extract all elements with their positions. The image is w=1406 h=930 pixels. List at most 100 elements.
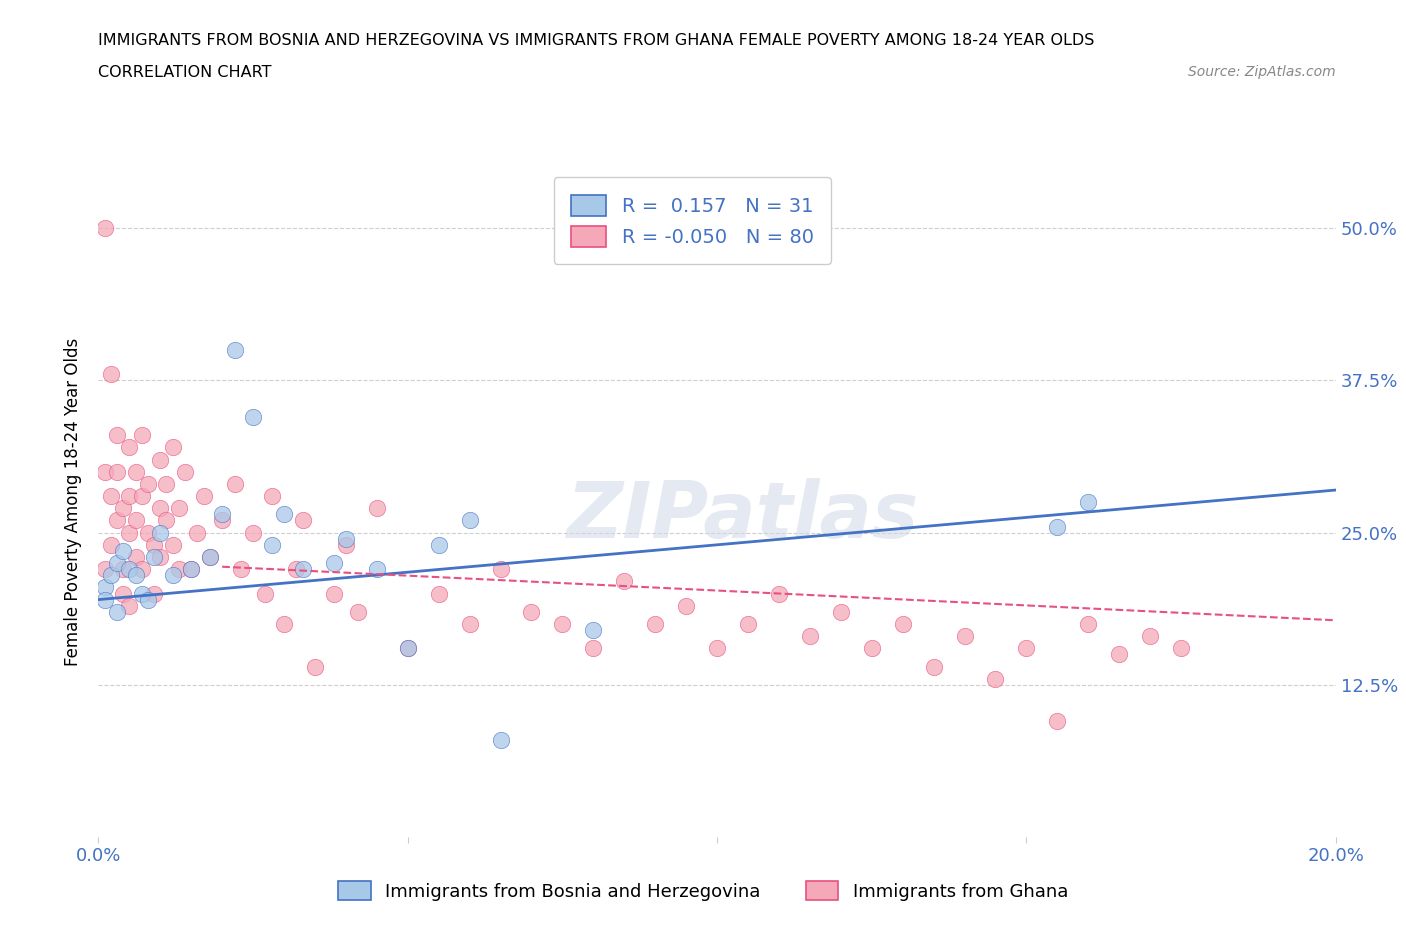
Point xyxy=(112,586,135,601)
Point xyxy=(155,513,177,528)
Point xyxy=(768,586,790,601)
Point xyxy=(100,488,122,503)
Point xyxy=(1108,647,1130,662)
Point xyxy=(613,574,636,589)
Point xyxy=(143,550,166,565)
Point xyxy=(1046,519,1069,534)
Point xyxy=(118,562,141,577)
Point xyxy=(984,671,1007,686)
Point xyxy=(167,501,190,516)
Point xyxy=(242,409,264,424)
Point xyxy=(186,525,208,540)
Point xyxy=(830,604,852,619)
Point xyxy=(224,476,246,491)
Point xyxy=(520,604,543,619)
Point xyxy=(489,562,512,577)
Point xyxy=(737,617,759,631)
Point xyxy=(582,622,605,637)
Point xyxy=(105,513,128,528)
Point xyxy=(1077,617,1099,631)
Point xyxy=(582,641,605,656)
Point xyxy=(124,464,146,479)
Point xyxy=(366,501,388,516)
Point xyxy=(136,592,159,607)
Point xyxy=(93,592,115,607)
Point xyxy=(347,604,370,619)
Point xyxy=(180,562,202,577)
Point xyxy=(366,562,388,577)
Point xyxy=(891,617,914,631)
Point xyxy=(162,568,184,583)
Point xyxy=(198,550,221,565)
Point xyxy=(93,562,115,577)
Point xyxy=(149,525,172,540)
Point xyxy=(458,513,481,528)
Point xyxy=(105,464,128,479)
Text: ZIPatlas: ZIPatlas xyxy=(565,478,918,553)
Text: IMMIGRANTS FROM BOSNIA AND HERZEGOVINA VS IMMIGRANTS FROM GHANA FEMALE POVERTY A: IMMIGRANTS FROM BOSNIA AND HERZEGOVINA V… xyxy=(98,33,1095,47)
Point xyxy=(180,562,202,577)
Point xyxy=(143,586,166,601)
Point xyxy=(291,562,314,577)
Point xyxy=(254,586,277,601)
Point xyxy=(174,464,197,479)
Point xyxy=(1077,495,1099,510)
Point xyxy=(162,538,184,552)
Point xyxy=(260,488,283,503)
Point xyxy=(427,586,450,601)
Point xyxy=(706,641,728,656)
Point xyxy=(100,367,122,382)
Point xyxy=(93,580,115,595)
Point xyxy=(285,562,308,577)
Point xyxy=(124,550,146,565)
Point xyxy=(93,220,115,235)
Point xyxy=(489,732,512,747)
Point xyxy=(322,586,344,601)
Point xyxy=(131,488,153,503)
Point xyxy=(131,562,153,577)
Point xyxy=(143,538,166,552)
Point xyxy=(229,562,252,577)
Point xyxy=(211,513,233,528)
Point xyxy=(224,342,246,357)
Point xyxy=(124,513,146,528)
Point xyxy=(118,440,141,455)
Point xyxy=(1046,714,1069,729)
Point xyxy=(149,501,172,516)
Point xyxy=(105,555,128,570)
Point xyxy=(860,641,883,656)
Point xyxy=(198,550,221,565)
Point xyxy=(100,568,122,583)
Point xyxy=(162,440,184,455)
Point xyxy=(1139,629,1161,644)
Point xyxy=(335,538,357,552)
Point xyxy=(112,562,135,577)
Legend: R =  0.157   N = 31, R = -0.050   N = 80: R = 0.157 N = 31, R = -0.050 N = 80 xyxy=(554,177,831,264)
Point xyxy=(155,476,177,491)
Point xyxy=(644,617,666,631)
Point xyxy=(273,617,295,631)
Point xyxy=(322,555,344,570)
Point xyxy=(953,629,976,644)
Point xyxy=(396,641,419,656)
Point xyxy=(118,488,141,503)
Point xyxy=(118,525,141,540)
Point xyxy=(105,604,128,619)
Point xyxy=(427,538,450,552)
Point xyxy=(118,598,141,613)
Point xyxy=(112,501,135,516)
Point xyxy=(193,488,215,503)
Point xyxy=(105,428,128,443)
Point xyxy=(273,507,295,522)
Text: CORRELATION CHART: CORRELATION CHART xyxy=(98,65,271,80)
Point xyxy=(675,598,697,613)
Point xyxy=(136,476,159,491)
Point xyxy=(1170,641,1192,656)
Point xyxy=(136,525,159,540)
Point xyxy=(335,531,357,546)
Point xyxy=(458,617,481,631)
Point xyxy=(149,452,172,467)
Point xyxy=(291,513,314,528)
Text: Source: ZipAtlas.com: Source: ZipAtlas.com xyxy=(1188,65,1336,79)
Point xyxy=(799,629,821,644)
